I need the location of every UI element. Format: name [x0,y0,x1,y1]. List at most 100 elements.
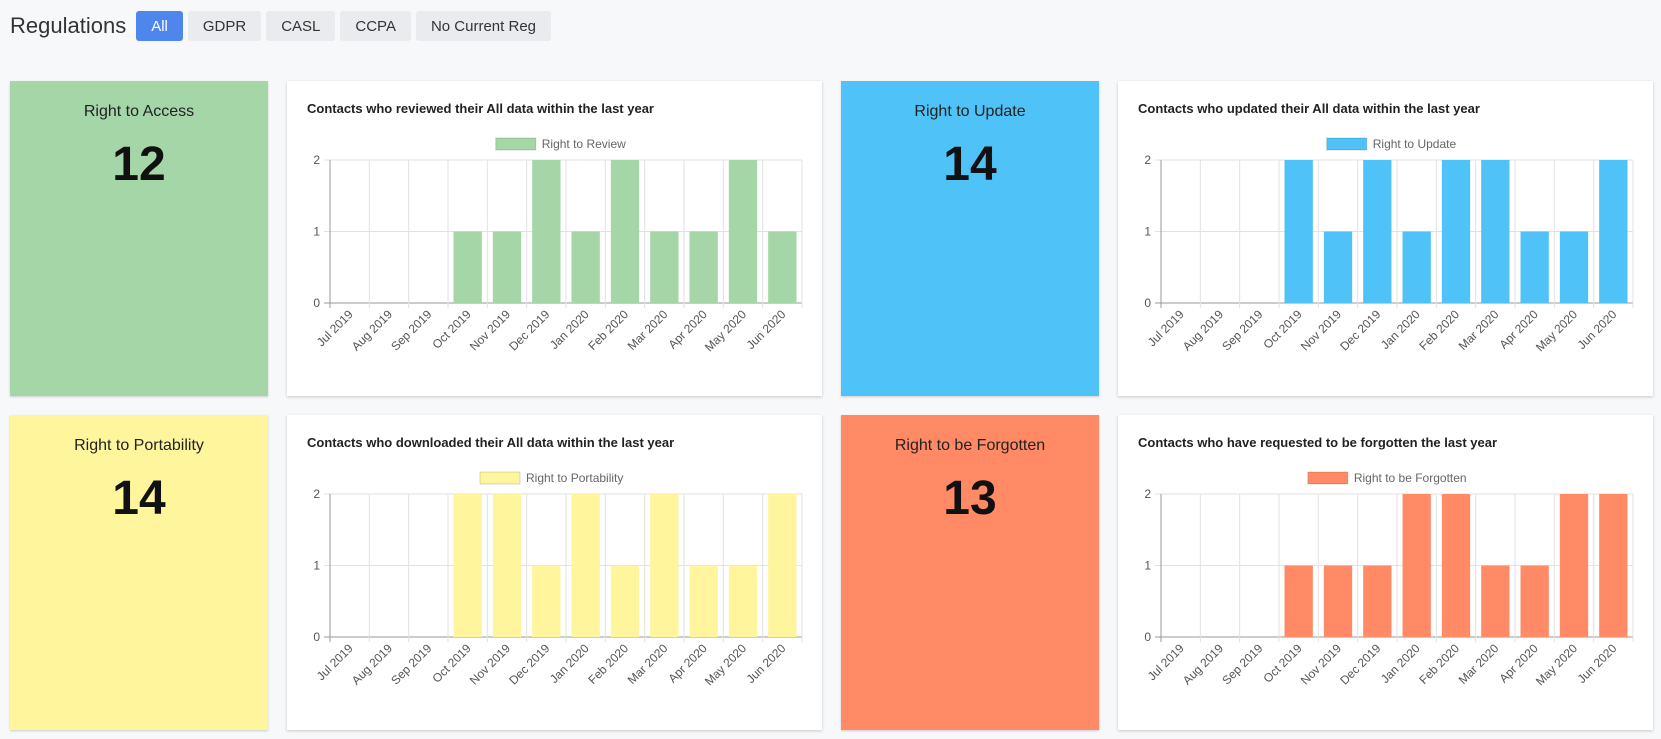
bar [571,231,600,303]
chart-title: Contacts who have requested to be forgot… [1138,435,1498,450]
chart-title: Contacts who reviewed their All data wit… [307,101,654,116]
page-title: Regulations [10,13,127,38]
bar [1402,494,1431,637]
x-tick-label: Mar 2020 [1456,641,1502,687]
legend-label: Right to Review [542,137,626,151]
bar [1323,231,1353,303]
x-tick-label: Mar 2020 [625,307,671,353]
x-tick-label: Dec 2019 [506,641,552,687]
bar [650,231,679,303]
stat-label: Right to Portability [74,437,204,454]
x-tick-label: Jun 2020 [1575,641,1620,686]
legend-swatch [1307,471,1349,485]
x-tick-label: Aug 2019 [1180,641,1226,687]
x-tick-label: Aug 2019 [1180,307,1226,353]
bar [532,565,561,637]
y-tick-label: 2 [1144,487,1151,501]
bar [1441,160,1471,303]
bar [1402,231,1431,303]
bar [610,565,640,637]
bar [1363,160,1392,303]
x-tick-label: May 2020 [1533,307,1580,354]
x-tick-label: Sep 2019 [1219,307,1265,353]
x-tick-label: Jun 2020 [744,641,789,686]
y-tick-label: 1 [313,559,320,573]
x-tick-label: Feb 2020 [1416,641,1462,687]
legend-label: Right to Update [1373,137,1457,151]
x-tick-label: Sep 2019 [388,641,434,687]
filter-gdpr-button[interactable]: GDPR [187,11,262,41]
legend-label: Right to Portability [526,471,623,485]
update-chart-card: Contacts who updated their All data with… [1118,81,1653,396]
bar [1520,565,1549,637]
bar [689,231,718,303]
x-tick-label: Jan 2020 [1378,307,1423,352]
bar [532,160,561,303]
bar [1481,160,1510,303]
y-tick-label: 2 [313,487,320,501]
bar [1481,565,1510,637]
bar [1363,565,1392,637]
x-tick-label: Dec 2019 [506,307,552,353]
bar [1599,494,1628,637]
bar [768,494,797,637]
legend-swatch [495,137,537,151]
review-chart-card: Contacts who reviewed their All data wit… [287,81,822,396]
right-to-update-card: Right to Update 14 [841,81,1099,396]
filter-ccpa-button[interactable]: CCPA [340,11,411,41]
x-tick-label: Aug 2019 [349,641,395,687]
y-tick-label: 1 [313,225,320,239]
right-to-be-forgotten-card: Right to be Forgotten 13 [841,415,1099,730]
bar [492,494,522,637]
x-tick-label: Nov 2019 [1298,641,1344,687]
x-tick-label: Jun 2020 [744,307,789,352]
stat-label: Right to be Forgotten [894,437,1046,454]
stat-value: 13 [943,472,997,525]
filter-casl-button[interactable]: CASL [266,11,336,41]
bar [1284,160,1313,303]
x-tick-label: Nov 2019 [467,307,513,353]
y-tick-label: 0 [1144,296,1151,310]
chart-title: Contacts who updated their All data with… [1138,101,1480,116]
stat-value: 14 [943,138,997,191]
x-tick-label: Sep 2019 [388,307,434,353]
y-tick-label: 1 [1144,559,1151,573]
filter-all-button[interactable]: All [136,11,183,41]
bar [1284,565,1313,637]
x-tick-label: Feb 2020 [1416,307,1462,353]
x-tick-label: Nov 2019 [467,641,513,687]
legend-swatch [1326,137,1368,151]
x-tick-label: Jun 2020 [1575,307,1620,352]
y-tick-label: 0 [313,630,320,644]
bar [1599,160,1628,303]
filter-no-current-reg-button[interactable]: No Current Reg [415,11,551,41]
x-tick-label: May 2020 [1533,641,1580,688]
bar [453,494,482,637]
y-tick-label: 0 [1144,630,1151,644]
bar [492,231,522,303]
bar [728,160,758,303]
stat-value: 12 [112,138,166,191]
x-tick-label: Jan 2020 [1378,641,1423,686]
y-tick-label: 2 [313,153,320,167]
bar [728,565,758,637]
x-tick-label: May 2020 [702,641,749,688]
x-tick-label: Feb 2020 [585,307,631,353]
x-tick-label: Nov 2019 [1298,307,1344,353]
portability-chart-card: Contacts who downloaded their All data w… [287,415,822,730]
regulations-header: Regulations All GDPR CASL CCPA No Curren… [10,10,556,42]
legend-swatch [479,471,521,485]
bar [1559,231,1589,303]
legend-label: Right to be Forgotten [1354,471,1467,485]
bar [1520,231,1549,303]
y-tick-label: 1 [1144,225,1151,239]
x-tick-label: Jan 2020 [547,307,592,352]
x-tick-label: Jan 2020 [547,641,592,686]
bar [689,565,718,637]
x-tick-label: Feb 2020 [585,641,631,687]
x-tick-label: Sep 2019 [1219,641,1265,687]
bar [453,231,482,303]
